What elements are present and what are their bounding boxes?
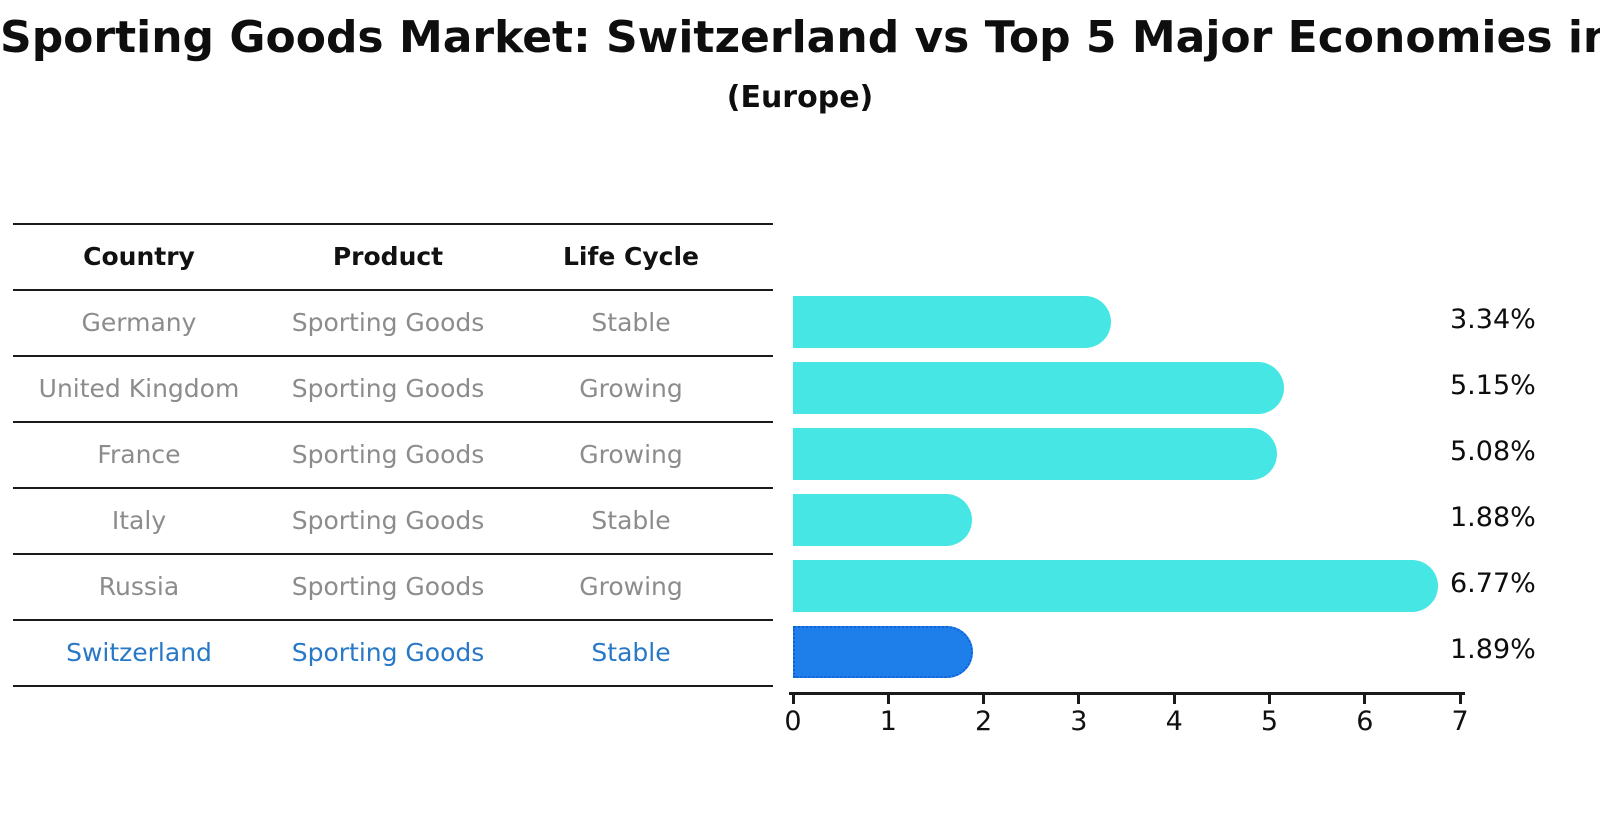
column-header-lifecycle: Life Cycle <box>562 242 700 271</box>
life-cycle-cell: Stable <box>591 308 671 337</box>
x-tick-label: 7 <box>1451 706 1469 737</box>
column-header-country: Country <box>83 242 195 271</box>
x-axis-line <box>789 692 1465 695</box>
bar-value-label: 1.88% <box>1450 502 1536 533</box>
bar <box>793 428 1277 480</box>
country-cell: Germany <box>81 308 197 337</box>
bar <box>793 296 1111 348</box>
bar-value-label: 5.08% <box>1450 436 1536 467</box>
x-axis-tick <box>1363 695 1367 704</box>
product-cell: Sporting Goods <box>291 572 485 601</box>
bar <box>793 560 1438 612</box>
product-cell: Sporting Goods <box>291 506 485 535</box>
country-cell: Russia <box>98 572 180 601</box>
country-cell: United Kingdom <box>38 374 240 403</box>
column-header-product: Product <box>332 242 444 271</box>
chart-title: Sporting Goods Market: Switzerland vs To… <box>0 12 1600 63</box>
x-axis-tick <box>1172 695 1176 704</box>
table-header-row: Country Product Life Cycle <box>13 223 773 289</box>
product-cell: Sporting Goods <box>291 374 485 403</box>
table-row: Germany Sporting Goods Stable <box>13 289 773 355</box>
table-body: Germany Sporting Goods Stable United Kingdo… <box>13 289 773 685</box>
x-tick-label: 5 <box>1260 706 1279 737</box>
x-axis-tick <box>1077 695 1081 704</box>
x-axis-tick <box>1268 695 1271 704</box>
table-row: France Sporting Goods Growing <box>13 421 773 487</box>
country-cell: France <box>97 440 181 469</box>
bar-value-label: 5.15% <box>1450 370 1536 401</box>
x-tick-label: 0 <box>784 706 802 737</box>
table-row: Italy Sporting Goods Stable <box>13 487 773 553</box>
x-tick-label: 2 <box>975 706 993 737</box>
x-tick-label: 3 <box>1070 706 1088 737</box>
bar-value-label: 3.34% <box>1450 304 1536 335</box>
country-table: Country Product Life Cycle Germany Sporti… <box>13 223 773 687</box>
table-row: Russia Sporting Goods Growing <box>13 553 773 619</box>
country-cell: Switzerland <box>66 638 212 667</box>
chart-subtitle: (Europe) <box>726 80 874 115</box>
life-cycle-cell: Growing <box>579 440 683 469</box>
life-cycle-cell: Stable <box>591 506 671 535</box>
bar-value-label: 1.89% <box>1450 634 1536 665</box>
product-cell: Sporting Goods <box>291 308 485 337</box>
x-tick-label: 4 <box>1165 706 1183 737</box>
x-tick-label: 6 <box>1356 706 1374 737</box>
country-cell: Italy <box>111 506 167 535</box>
life-cycle-cell: Growing <box>579 572 683 601</box>
bar <box>793 362 1284 414</box>
bar-value-label: 6.77% <box>1450 568 1536 599</box>
product-cell: Sporting Goods <box>291 440 485 469</box>
table-row: Switzerland Sporting Goods Stable <box>13 619 773 685</box>
life-cycle-cell: Growing <box>579 374 683 403</box>
x-axis-tick <box>791 695 795 704</box>
bar-highlight <box>793 626 973 678</box>
bar <box>793 494 972 546</box>
product-cell: Sporting Goods <box>291 638 485 667</box>
life-cycle-cell: Stable <box>591 638 671 667</box>
x-axis-tick <box>982 695 986 704</box>
x-tick-label: 1 <box>879 706 897 737</box>
table-row: United Kingdom Sporting Goods Growing <box>13 355 773 421</box>
x-axis-tick <box>1458 695 1462 704</box>
x-axis-tick <box>886 695 890 704</box>
